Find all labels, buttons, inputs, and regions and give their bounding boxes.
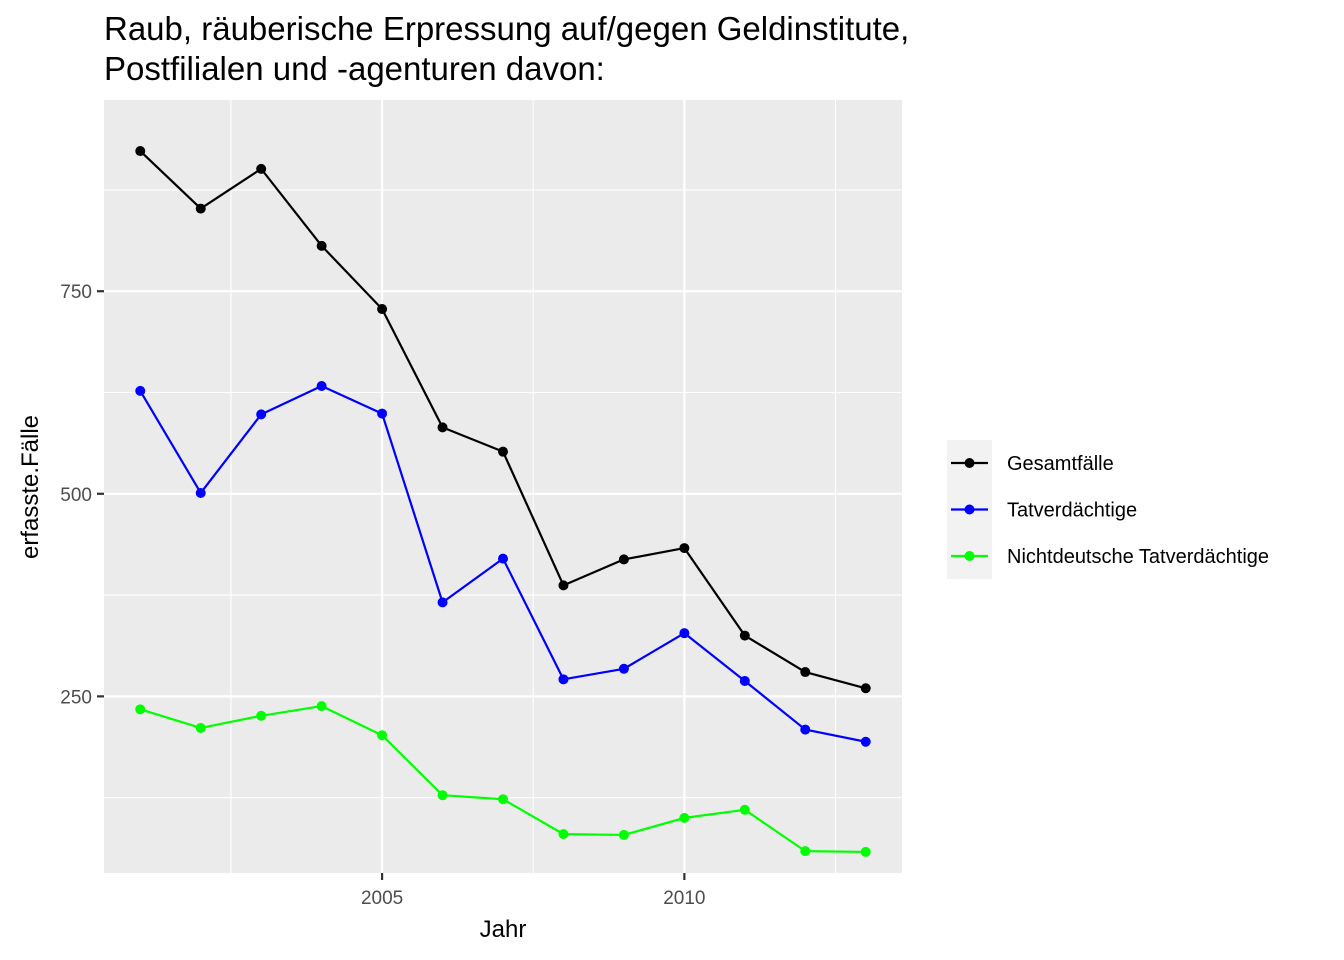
y-tick-label: 500 [60,485,92,506]
grid-lines [104,100,902,873]
x-axis-title: Jahr [480,916,527,943]
data-point [558,829,569,840]
x-tick-label: 2005 [361,888,403,909]
data-point [618,554,629,565]
data-point [558,674,569,685]
legend-key-point [964,458,975,468]
data-point [800,724,811,735]
data-point [739,675,750,686]
data-point [256,710,267,721]
data-point [256,163,267,174]
y-tick-label: 250 [60,687,92,708]
y-tick-label: 750 [60,282,92,303]
data-point [498,446,508,457]
legend-label: Tatverdächtige [1007,500,1137,522]
y-axis-title: erfasste.Fälle [17,415,44,559]
tick-labels: 250 500 750 2005 2010 [60,282,705,909]
data-point [135,385,146,396]
data-point [256,409,267,420]
data-point [195,722,206,733]
chart-title-line-2: Postfilialen und -agenturen davon: [104,50,605,87]
legend: Gesamtfälle Tatverdächtige Nichtdeutsche T… [947,440,1269,579]
data-point [618,829,629,840]
data-point [195,203,206,214]
data-point [437,790,448,801]
data-point [679,628,690,639]
data-point [618,663,629,674]
legend-label: Nichtdeutsche Tatverdächtige [1007,546,1269,568]
data-point [135,146,146,157]
data-point [377,408,388,419]
data-point [377,730,388,741]
data-point [316,240,327,251]
plot-panel [104,100,902,873]
data-point [860,846,871,857]
data-point [377,304,388,315]
data-point [195,487,206,498]
data-point [498,794,508,805]
legend-key-point [964,551,975,561]
axis-ticks [97,290,686,880]
data-point [679,543,690,554]
legend-label: Gesamtfälle [1007,453,1114,475]
data-point [800,846,811,857]
data-point [860,736,871,747]
data-point [135,704,146,715]
data-point [739,630,750,641]
data-point [437,422,448,433]
data-point [679,812,690,823]
chart-title-line-1: Raub, räuberische Erpressung auf/gegen G… [104,10,909,47]
data-point [316,381,327,392]
legend-key-point [964,504,975,515]
x-tick-label: 2010 [663,888,705,909]
data-point [860,683,871,694]
data-point [498,553,508,564]
data-point [739,804,750,815]
series-points [135,146,871,857]
data-point [558,580,569,591]
data-point [800,667,811,678]
data-point [437,597,448,608]
data-point [316,701,327,712]
